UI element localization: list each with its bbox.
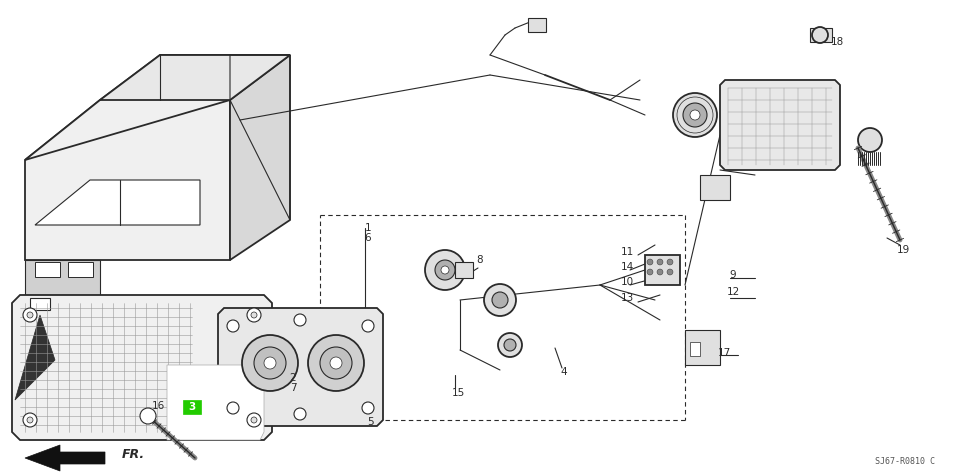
Polygon shape (25, 445, 105, 471)
Circle shape (27, 312, 33, 318)
Circle shape (254, 347, 286, 379)
Circle shape (23, 413, 37, 427)
Bar (68, 262, 93, 277)
Polygon shape (100, 55, 290, 100)
Circle shape (667, 269, 673, 275)
Circle shape (504, 339, 516, 351)
Text: 15: 15 (452, 388, 465, 398)
Text: 8: 8 (477, 255, 483, 265)
Bar (528, 18, 546, 32)
Polygon shape (685, 330, 720, 365)
Polygon shape (15, 315, 55, 400)
Polygon shape (25, 100, 230, 260)
Polygon shape (12, 295, 272, 440)
Text: 11: 11 (621, 247, 633, 257)
Circle shape (667, 259, 673, 265)
Text: 13: 13 (621, 293, 633, 303)
Circle shape (27, 417, 33, 423)
Circle shape (23, 308, 37, 322)
Text: 14: 14 (621, 262, 633, 272)
Text: 17: 17 (717, 348, 731, 358)
Polygon shape (25, 295, 100, 315)
Circle shape (242, 335, 298, 391)
Text: FR.: FR. (122, 448, 145, 462)
Text: 3: 3 (188, 402, 196, 412)
Polygon shape (720, 80, 840, 170)
Text: SJ67-R0810 C: SJ67-R0810 C (875, 457, 935, 466)
Circle shape (247, 308, 261, 322)
Polygon shape (218, 308, 383, 426)
Text: 5: 5 (367, 417, 373, 427)
Bar (810, 28, 832, 42)
Circle shape (294, 314, 306, 326)
Circle shape (320, 347, 352, 379)
Polygon shape (25, 260, 100, 295)
Circle shape (425, 250, 465, 290)
Text: 12: 12 (727, 287, 739, 297)
Text: 2: 2 (289, 373, 296, 383)
Circle shape (308, 335, 364, 391)
Text: 7: 7 (289, 383, 296, 393)
Circle shape (498, 333, 522, 357)
Circle shape (657, 269, 663, 275)
Circle shape (227, 320, 239, 332)
Bar (183, 400, 201, 414)
Text: 18: 18 (831, 37, 843, 47)
Text: 19: 19 (897, 245, 909, 255)
Text: 10: 10 (621, 277, 633, 287)
Polygon shape (25, 55, 290, 160)
Bar (30, 298, 50, 310)
Circle shape (330, 357, 342, 369)
Circle shape (812, 27, 828, 43)
Polygon shape (35, 180, 200, 225)
Circle shape (247, 413, 261, 427)
Text: 16: 16 (152, 401, 164, 411)
Circle shape (33, 308, 97, 372)
Bar (35, 262, 60, 277)
Circle shape (251, 312, 257, 318)
Text: 4: 4 (561, 367, 567, 377)
Circle shape (441, 266, 449, 274)
Circle shape (690, 110, 700, 120)
Circle shape (227, 402, 239, 414)
Circle shape (435, 260, 455, 280)
Circle shape (858, 128, 882, 152)
Circle shape (647, 269, 653, 275)
Polygon shape (690, 342, 700, 356)
Circle shape (484, 284, 516, 316)
Circle shape (362, 320, 374, 332)
Circle shape (174, 324, 206, 356)
Circle shape (158, 308, 222, 372)
Bar (455, 262, 473, 278)
Bar (700, 175, 730, 200)
Circle shape (140, 408, 156, 424)
Polygon shape (167, 365, 264, 440)
Text: 9: 9 (730, 270, 736, 280)
Circle shape (49, 324, 81, 356)
Circle shape (673, 93, 717, 137)
Bar (645, 255, 680, 285)
Circle shape (657, 259, 663, 265)
Text: 1: 1 (365, 223, 371, 233)
Circle shape (647, 259, 653, 265)
Circle shape (683, 103, 707, 127)
Circle shape (264, 357, 276, 369)
Text: 6: 6 (365, 233, 371, 243)
Circle shape (294, 408, 306, 420)
Polygon shape (230, 55, 290, 260)
Circle shape (492, 292, 508, 308)
Circle shape (362, 402, 374, 414)
Circle shape (251, 417, 257, 423)
